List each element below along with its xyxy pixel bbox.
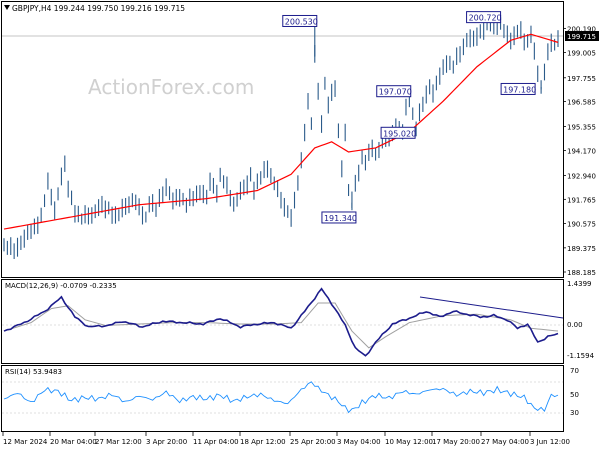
annotation-label: 191.340 — [324, 214, 357, 223]
time-tick-label: 18 Apr 12:00 — [240, 438, 286, 446]
macd-main-line — [3, 287, 559, 357]
rsi-tick-label: 30 — [570, 409, 579, 417]
price-annotations: 200.530 200.720 197.070 195.020 191.340 197.1… — [282, 11, 536, 224]
macd-tick-label: -1.1594 — [567, 352, 595, 360]
time-tick-label: 25 Apr 20:00 — [290, 438, 336, 446]
price-axis: 200.190 199.005 197.755 196.585 195.355 194.1… — [563, 25, 596, 277]
price-tick-label: 189.375 — [567, 245, 596, 253]
price-tick-label: 200.190 — [567, 25, 596, 33]
rsi-line — [3, 381, 559, 414]
time-tick-label: 12 Mar 2024 — [3, 438, 48, 446]
moving-average-line — [3, 33, 559, 230]
price-tick-label: 190.575 — [567, 220, 596, 228]
macd-axis: 1.4399 0.00 -1.1594 — [567, 280, 595, 360]
watermark: ActionForex.com — [88, 75, 254, 99]
price-tick-label: 197.755 — [567, 75, 596, 83]
price-tick-label: 195.355 — [567, 123, 596, 131]
price-tick-label: 191.765 — [567, 196, 596, 204]
price-series — [3, 14, 559, 260]
macd-tick-label: 0.00 — [567, 321, 583, 329]
rsi-tick-label: 50 — [570, 391, 579, 399]
annotation-box — [380, 126, 416, 139]
price-pane[interactable] — [1, 1, 564, 278]
annotation-label: 195.020 — [383, 129, 416, 138]
annotation-box — [500, 82, 536, 95]
annotation-box — [321, 211, 357, 224]
annotation-box — [282, 14, 318, 27]
time-tick-label: 20 Mar 04:00 — [50, 438, 97, 446]
current-price-tag — [565, 31, 599, 41]
macd-pane[interactable] — [1, 279, 564, 364]
annotation-label: 200.530 — [285, 17, 318, 26]
current-price-tag-label: 199.715 — [567, 33, 596, 41]
time-tick-label: 3 May 04:00 — [337, 438, 381, 446]
time-tick-label: 11 Apr 04:00 — [193, 438, 239, 446]
symbol-title: GBPJPY,H4 199.244 199.750 199.216 199.71… — [12, 4, 185, 13]
rsi-pane[interactable] — [1, 365, 564, 432]
macd-title: MACD(12,26,9) -0.0709 -0.2335 — [5, 282, 117, 290]
price-tick-label: 199.005 — [567, 49, 596, 57]
annotation-box — [466, 11, 502, 24]
annotation-box — [376, 85, 412, 98]
time-tick-label: 10 May 12:00 — [385, 438, 433, 446]
rsi-title: RSI(14) 53.9483 — [5, 368, 62, 376]
macd-series — [3, 287, 559, 357]
rsi-axis: 70 50 30 — [570, 367, 579, 417]
price-tick-label: 188.185 — [567, 269, 596, 277]
annotation-label: 197.070 — [379, 88, 412, 97]
moving-average-series — [3, 33, 559, 230]
time-tick-label: 27 Mar 12:00 — [95, 438, 142, 446]
annotation-label: 197.180 — [503, 85, 536, 94]
price-tick-label: 196.585 — [567, 99, 596, 107]
annotation-label: 200.720 — [469, 14, 502, 23]
rsi-series — [3, 381, 559, 414]
macd-tick-label: 1.4399 — [567, 280, 592, 288]
time-tick-label: 17 May 20:00 — [432, 438, 480, 446]
symbol-arrow-icon — [4, 5, 10, 10]
price-tick-label: 192.940 — [567, 173, 596, 181]
time-tick-label: 3 Jun 12:00 — [530, 438, 570, 446]
time-tick-label: 27 May 04:00 — [481, 438, 529, 446]
price-tick-label: 194.170 — [567, 148, 596, 156]
rsi-tick-label: 70 — [570, 367, 579, 375]
macd-trendline — [419, 296, 564, 319]
time-tick-label: 3 Apr 20:00 — [146, 438, 187, 446]
